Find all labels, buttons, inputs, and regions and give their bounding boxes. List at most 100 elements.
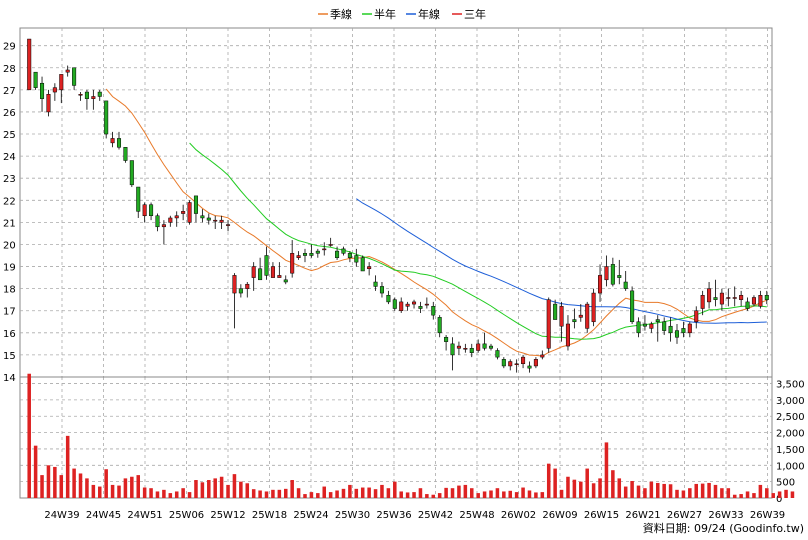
x-tick-label: 25W12	[210, 510, 245, 521]
candle	[668, 317, 673, 342]
legend-label: 三年	[464, 7, 486, 21]
legend-item: 年線	[406, 7, 440, 21]
volume-bar	[508, 490, 513, 498]
x-tick-label: 24W51	[127, 510, 162, 521]
price-tick-label: 19	[3, 263, 16, 274]
volume-bar	[675, 489, 679, 498]
volume-tick-label: 2,000	[776, 429, 805, 440]
volume-grid	[20, 383, 772, 483]
candle-body	[373, 281, 378, 287]
volume-bar	[226, 484, 230, 498]
volume-bar	[335, 490, 339, 498]
candle-body	[251, 266, 256, 278]
candle	[193, 195, 198, 223]
candle	[764, 290, 769, 305]
volume-bar	[187, 492, 192, 498]
candle	[508, 359, 513, 371]
candle	[482, 332, 487, 351]
candle	[732, 286, 737, 307]
candle	[129, 160, 134, 188]
candle	[187, 200, 192, 225]
volume-bar	[630, 480, 634, 498]
candle-body	[694, 310, 699, 323]
price-tick-label: 16	[3, 329, 16, 340]
candle	[598, 264, 603, 302]
volume-bar	[495, 488, 500, 498]
volume-bar	[373, 489, 378, 498]
candle	[347, 251, 352, 263]
volume-bar	[655, 482, 660, 498]
candle	[412, 299, 417, 309]
candle-body	[309, 253, 314, 256]
candle	[565, 315, 570, 351]
volume-bar	[110, 484, 115, 498]
legend-item: 季線	[318, 7, 352, 21]
candle	[309, 244, 314, 258]
candle	[604, 255, 609, 287]
candle-body	[65, 69, 70, 73]
candle-body	[392, 299, 397, 309]
volume-bar	[245, 483, 250, 498]
volume-bar	[777, 491, 782, 498]
candle	[450, 337, 455, 371]
x-tick-label: 25W30	[335, 510, 370, 521]
volume-bar	[482, 491, 487, 498]
candle-body	[630, 290, 635, 323]
candle	[206, 213, 211, 225]
candle-body	[200, 215, 205, 219]
legend-label: 季線	[330, 7, 352, 21]
candle-body	[277, 275, 282, 278]
volume-bar	[360, 487, 365, 498]
candle-body	[431, 306, 436, 316]
volume-bar	[418, 488, 423, 498]
candle-body	[174, 215, 179, 219]
candle-body	[142, 204, 147, 217]
legend-item: 三年	[452, 7, 486, 21]
candle	[251, 262, 256, 291]
candle-body	[347, 253, 352, 258]
candle	[379, 282, 384, 298]
candle	[136, 186, 141, 218]
candle	[181, 204, 186, 221]
candle	[84, 89, 89, 110]
volume-bar	[617, 478, 622, 498]
price-plot-frame	[19, 27, 773, 378]
volume-bar	[65, 435, 70, 498]
candle-body	[521, 356, 526, 364]
price-tick-label: 18	[3, 285, 16, 296]
volume-bar	[534, 492, 538, 498]
x-tick-label: 26W27	[667, 510, 702, 521]
candle	[719, 288, 724, 311]
volume-bar	[104, 469, 108, 498]
candle	[219, 215, 224, 230]
candle	[213, 215, 218, 230]
candle	[713, 279, 718, 307]
candle-body	[161, 224, 166, 228]
candle-body	[758, 295, 763, 307]
volume-bar	[283, 488, 288, 498]
x-tick-label: 26W21	[625, 510, 660, 521]
volume-bar	[444, 487, 448, 498]
candle-body	[732, 297, 737, 299]
candle-body	[104, 100, 109, 135]
volume-bar	[546, 463, 551, 498]
volume-bar	[258, 490, 262, 498]
candle	[142, 202, 147, 223]
candle	[238, 284, 243, 298]
volume-bar	[437, 493, 442, 498]
candle-body	[168, 217, 173, 223]
candle-body	[527, 365, 532, 369]
candle-body	[238, 288, 243, 294]
candle	[405, 301, 410, 311]
volume-bar	[514, 492, 519, 498]
candle	[46, 89, 51, 117]
candle-body	[604, 266, 609, 281]
candle-body	[591, 292, 596, 323]
candle-body	[674, 330, 680, 338]
candle-body	[514, 363, 519, 365]
volume-bar	[405, 492, 410, 498]
x-tick-label: 24W45	[86, 510, 121, 521]
volume-bar	[40, 475, 44, 498]
volume-bar	[251, 489, 256, 498]
volume-bar	[662, 483, 666, 498]
